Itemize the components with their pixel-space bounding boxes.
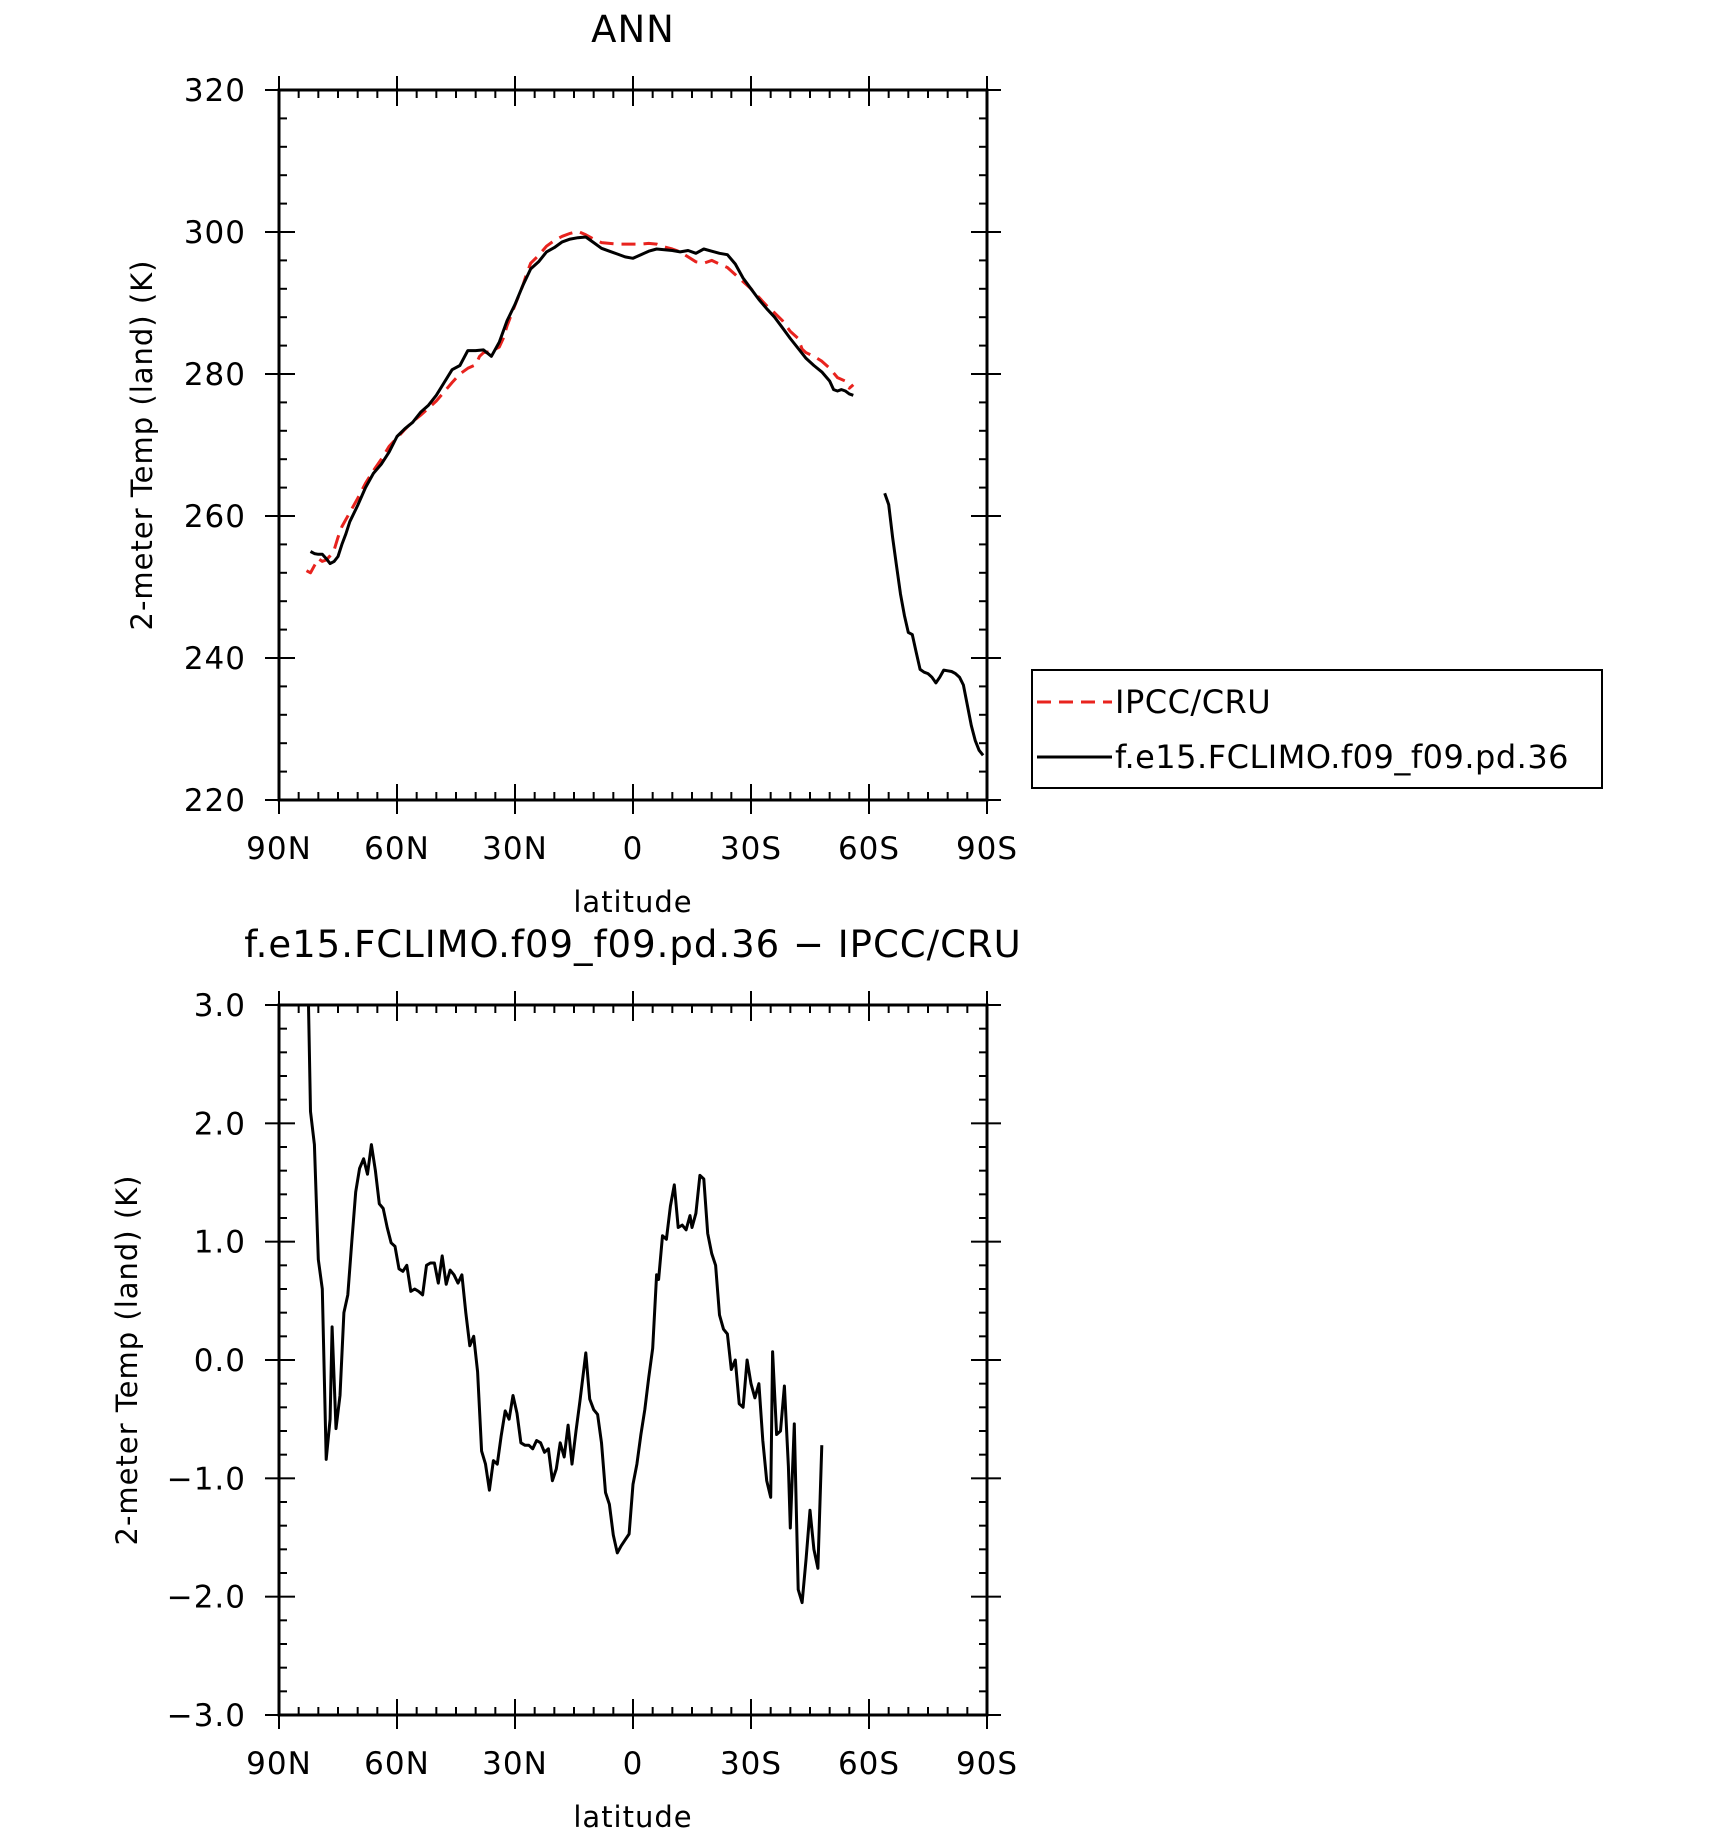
series-line-ipcc-cru xyxy=(305,229,855,575)
y-tick-label: 320 xyxy=(184,73,246,109)
legend-ipcc-label: IPCC/CRU xyxy=(1115,683,1271,721)
x-tick-label: 60S xyxy=(838,831,900,867)
bottom-chart-y-axis-label: 2-meter Temp (land) (K) xyxy=(110,1175,144,1546)
top-chart-x-axis-label: latitude xyxy=(573,885,692,919)
series-line-f-e15-fclimo-f09-f09-pd-36 xyxy=(309,235,854,566)
top-chart-y-axis-label: 2-meter Temp (land) (K) xyxy=(125,260,159,631)
top-chart-tick-labels: 90N 60N 30N 0 30S 60S 90S 220 240 260 280 300 320 xyxy=(184,73,1018,867)
y-tick-label: 1.0 xyxy=(194,1225,246,1261)
top-chart-ticks xyxy=(265,76,1001,814)
x-tick-label: 0 xyxy=(623,1746,644,1782)
x-tick-label: 30N xyxy=(482,1746,548,1782)
y-tick-label: 2.0 xyxy=(194,1106,246,1142)
top-chart-annual-temperature: ANN 90N 60N 30N 0 30S 60S 90S 220 240 260 280 300 32… xyxy=(125,8,1603,919)
y-tick-label: 260 xyxy=(184,499,246,535)
y-tick-label: 220 xyxy=(184,783,246,819)
y-tick-label: −3.0 xyxy=(167,1698,246,1734)
y-tick-label: 280 xyxy=(184,357,246,393)
x-tick-label: 90S xyxy=(956,831,1018,867)
x-tick-label: 60S xyxy=(838,1746,900,1782)
top-chart-series xyxy=(305,229,985,757)
x-tick-label: 30S xyxy=(720,1746,782,1782)
y-tick-label: −2.0 xyxy=(167,1580,246,1616)
series-line-f-e15-fclimo-f09-f09-pd-36 xyxy=(883,492,985,757)
y-tick-label: 3.0 xyxy=(194,988,246,1024)
bottom-chart-x-axis-label: latitude xyxy=(573,1800,692,1833)
legend-model-label: f.e15.FCLIMO.f09_f09.pd.36 xyxy=(1115,738,1569,776)
bottom-chart-ticks xyxy=(265,991,1001,1729)
bottom-chart-series xyxy=(307,1004,824,1605)
top-chart-title: ANN xyxy=(591,8,675,51)
top-chart-legend: IPCC/CRU f.e15.FCLIMO.f09_f09.pd.36 xyxy=(1031,669,1603,789)
y-tick-label: −1.0 xyxy=(167,1461,246,1497)
top-chart-plot-frame xyxy=(277,88,989,802)
bottom-chart-title: f.e15.FCLIMO.f09_f09.pd.36 − IPCC/CRU xyxy=(244,923,1021,966)
x-tick-label: 30N xyxy=(482,831,548,867)
x-tick-label: 30S xyxy=(720,831,782,867)
x-tick-label: 90N xyxy=(246,1746,312,1782)
x-tick-label: 60N xyxy=(364,1746,430,1782)
x-tick-label: 60N xyxy=(364,831,430,867)
x-tick-label: 90N xyxy=(246,831,312,867)
bottom-chart-plot-frame xyxy=(277,1003,989,1717)
y-tick-label: 0.0 xyxy=(194,1343,246,1379)
bottom-chart-difference: f.e15.FCLIMO.f09_f09.pd.36 − IPCC/CRU 90… xyxy=(110,923,1021,1833)
y-tick-label: 240 xyxy=(184,641,246,677)
legend-box xyxy=(1031,669,1603,789)
x-tick-label: 90S xyxy=(956,1746,1018,1782)
series-line-difference xyxy=(307,1004,824,1605)
y-tick-label: 300 xyxy=(184,215,246,251)
x-tick-label: 0 xyxy=(623,831,644,867)
bottom-chart-tick-labels: 90N 60N 30N 0 30S 60S 90S 3.0 2.0 1.0 0.0 −1.0 −2.0 −… xyxy=(167,988,1018,1782)
